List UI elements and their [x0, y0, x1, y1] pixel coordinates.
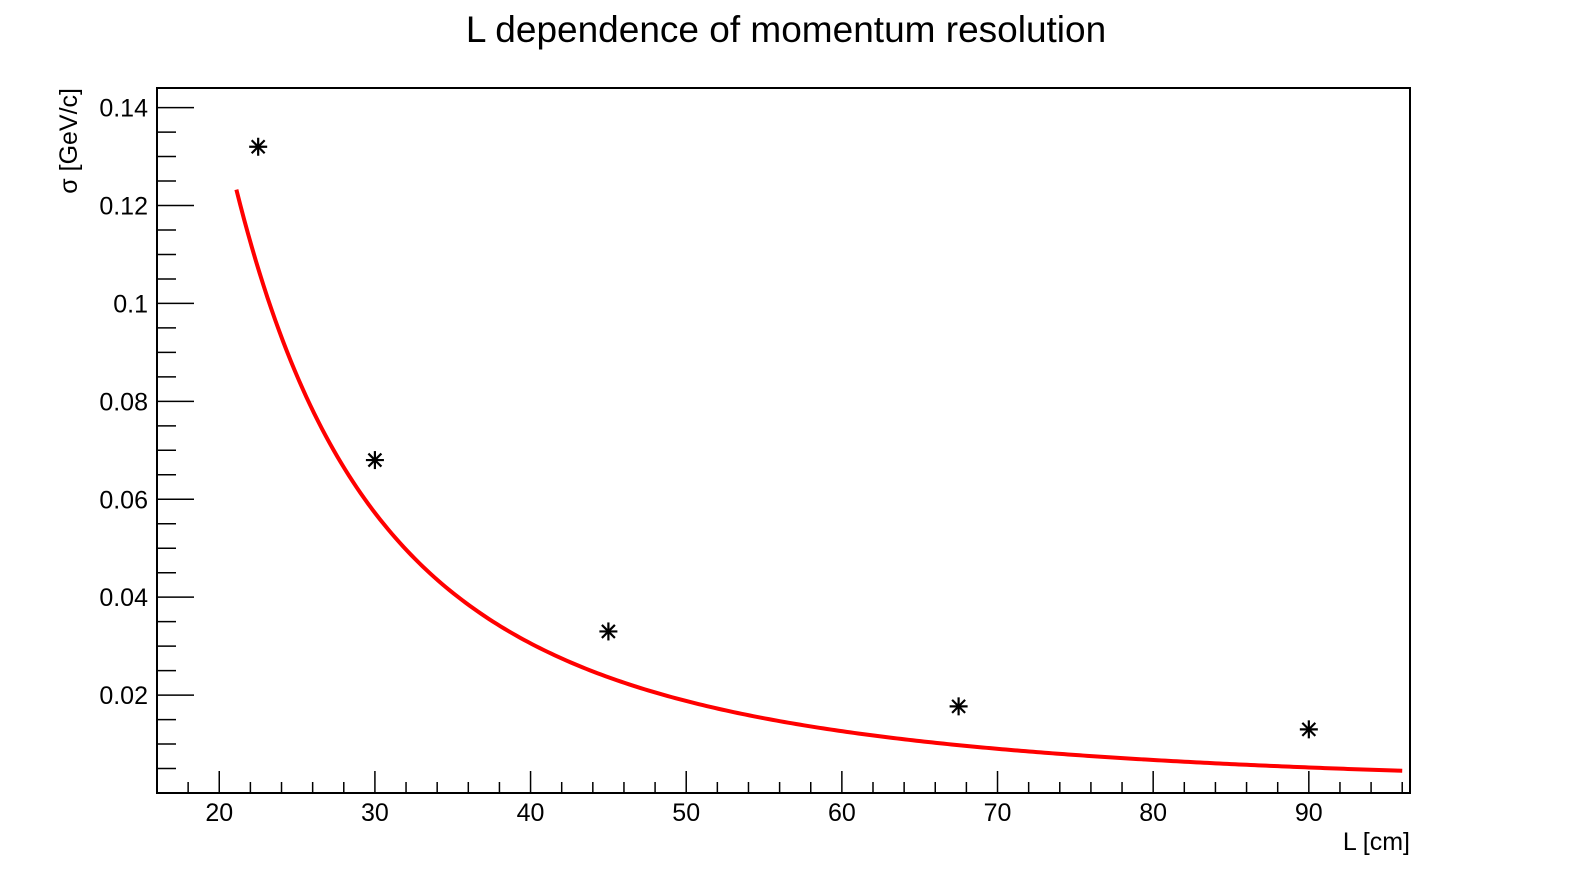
x-tick-label: 60	[828, 799, 856, 827]
y-tick-label: 0.14	[99, 95, 148, 123]
y-tick-label: 0.12	[99, 193, 148, 221]
data-point-marker	[599, 622, 618, 641]
data-point-marker	[365, 451, 384, 470]
y-axis: 0.02 0.04 0.06 0.08 0.1 0.12 0.14	[99, 95, 194, 770]
data-point-marker	[1299, 720, 1318, 739]
x-tick-label: 50	[672, 799, 700, 827]
x-tick-label: 80	[1139, 799, 1167, 827]
plot-frame	[156, 87, 1411, 794]
x-axis-title: L [cm]	[1343, 828, 1410, 856]
x-tick-label: 40	[517, 799, 545, 827]
x-tick-label: 70	[984, 799, 1012, 827]
chart-title: L dependence of momentum resolution	[466, 9, 1106, 50]
y-tick-label: 0.1	[113, 290, 148, 318]
fit-curve	[234, 189, 1403, 773]
x-tick-label: 30	[361, 799, 389, 827]
y-tick-label: 0.02	[99, 682, 148, 710]
x-tick-label: 20	[205, 799, 233, 827]
x-tick-label: 90	[1295, 799, 1323, 827]
y-tick-label: 0.06	[99, 486, 148, 514]
x-axis: 20 30 40 50 60 70 80 90	[156, 771, 1403, 827]
data-point-marker	[249, 137, 268, 156]
data-points	[249, 137, 1318, 739]
fit-curve-layer	[234, 189, 1403, 773]
y-tick-label: 0.08	[99, 388, 148, 416]
y-axis-title: σ [GeV/c]	[55, 88, 83, 194]
data-point-marker	[949, 697, 968, 716]
y-tick-label: 0.04	[99, 584, 148, 612]
